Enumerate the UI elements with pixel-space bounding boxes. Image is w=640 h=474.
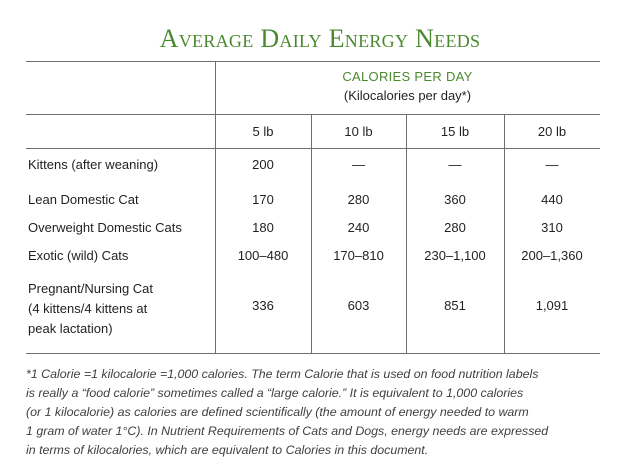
header-rule	[26, 114, 600, 115]
footnote-line: (or 1 kilocalorie) as calories are defin…	[26, 405, 529, 419]
footnote-line: 1 gram of water 1°C). In Nutrient Requir…	[26, 424, 549, 438]
column-header-10lb: 10 lb	[344, 124, 373, 139]
table-cell: 603	[347, 298, 370, 313]
table-cell: 280	[444, 220, 466, 235]
row-label-line: peak lactation)	[28, 321, 113, 336]
table-cell: —	[352, 157, 365, 172]
table-cell: 170	[252, 192, 274, 207]
top-rule	[26, 61, 600, 62]
column-header-15lb: 15 lb	[440, 124, 470, 139]
column-header-5lb: 5 lb	[252, 124, 274, 139]
column-divider	[406, 114, 407, 353]
column-header-20lb: 20 lb	[537, 124, 567, 139]
table-cell: 240	[347, 220, 370, 235]
table-cell: 440	[541, 192, 563, 207]
row-label-exotic-wild-cats: Exotic (wild) Cats	[28, 248, 129, 263]
table-cell: 180	[252, 220, 274, 235]
bottom-rule	[26, 353, 600, 354]
kilocalories-subheader: (Kilocalories per day*)	[343, 88, 472, 103]
table-cell: 230–1,100	[424, 248, 486, 263]
row-label-line: (4 kittens/4 kittens at	[28, 301, 148, 316]
table-cell: 1,091	[535, 298, 569, 313]
page-title: Average Daily Energy Needs	[159, 24, 481, 53]
table-cell: 170–810	[333, 248, 384, 263]
table-cell: 310	[541, 220, 563, 235]
table-cell: 280	[347, 192, 370, 207]
table-cell: —	[545, 157, 559, 172]
row-label-pregnant-nursing-cat: Pregnant/Nursing Cat (4 kittens/4 kitten…	[28, 279, 153, 339]
column-divider	[311, 114, 312, 353]
table-cell: 851	[444, 298, 466, 313]
table-cell: 360	[444, 192, 466, 207]
footnote-line: *1 Calorie =1 kilocalorie =1,000 calorie…	[26, 367, 539, 381]
column-divider	[504, 114, 505, 353]
column-header-rule	[26, 148, 600, 149]
row-label-line: Pregnant/Nursing Cat	[28, 281, 154, 296]
row-label-kittens: Kittens (after weaning)	[28, 157, 159, 172]
calories-per-day-header: CALORIES PER DAY	[342, 69, 473, 84]
table-cell: —	[448, 157, 462, 172]
table-cell: 336	[252, 298, 274, 313]
table-cell: 200–1,360	[521, 248, 583, 263]
table-cell: 200	[252, 157, 274, 172]
label-column-divider	[215, 61, 216, 353]
row-label-overweight-domestic-cats: Overweight Domestic Cats	[28, 220, 182, 235]
row-label-lean-domestic-cat: Lean Domestic Cat	[28, 192, 139, 207]
table-cell: 100–480	[237, 248, 289, 263]
footnote: *1 Calorie =1 kilocalorie =1,000 calorie…	[26, 365, 616, 460]
footnote-line: in terms of kilocalories, which are equi…	[26, 443, 429, 457]
footnote-line: is really a “food calorie” sometimes cal…	[26, 386, 524, 400]
